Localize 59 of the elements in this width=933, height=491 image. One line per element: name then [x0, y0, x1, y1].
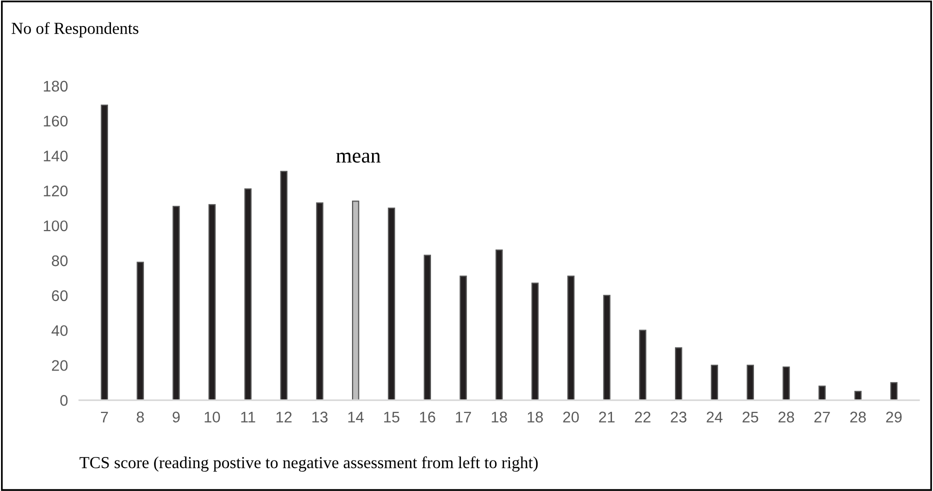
- bar: [674, 347, 682, 400]
- x-tick-label: 7: [100, 412, 108, 422]
- x-tick-label: 23: [670, 412, 686, 422]
- bar: [460, 276, 467, 400]
- x-axis-title: TCS score (reading postive to negative assessment from left to right): [80, 456, 538, 472]
- bar: [388, 208, 396, 400]
- x-tick-label: 12: [276, 412, 292, 422]
- x-tick-label: 27: [814, 412, 830, 422]
- bar: [244, 188, 252, 400]
- bar: [746, 364, 754, 400]
- bar: [316, 202, 324, 400]
- y-tick-label: 180: [44, 80, 68, 92]
- annotation: mean: [336, 152, 381, 163]
- bar: [172, 206, 180, 400]
- x-tick-label: 25: [742, 412, 758, 422]
- bar: [136, 262, 144, 400]
- x-tick-label: 8: [136, 412, 144, 422]
- y-tick-label: 120: [44, 186, 68, 196]
- bar: [818, 386, 826, 400]
- x-tick-label: 15: [384, 412, 400, 422]
- bar: [890, 382, 898, 400]
- y-tick-label: 140: [44, 150, 68, 162]
- y-tick-label: 100: [44, 220, 68, 232]
- x-tick-label: 28: [778, 412, 794, 422]
- x-tick-label: 22: [634, 412, 650, 422]
- x-tick-label: 14: [348, 412, 364, 422]
- bar: [782, 366, 790, 400]
- bar: [352, 200, 360, 400]
- y-tick-label: 40: [52, 325, 68, 336]
- x-tick-label: 16: [420, 412, 436, 422]
- x-tick-label: 18: [492, 412, 507, 422]
- x-tick-label: 21: [599, 412, 615, 422]
- x-tick-label: 9: [172, 412, 180, 422]
- y-tick-label: 160: [44, 116, 68, 127]
- x-tick-label: 20: [563, 412, 579, 422]
- y-tick-label: 0: [60, 395, 68, 406]
- bar: [424, 254, 431, 400]
- y-tick-label: 20: [52, 360, 68, 371]
- x-tick-label: 10: [204, 412, 220, 422]
- x-tick-label: 17: [456, 412, 471, 422]
- bar: [639, 330, 646, 400]
- bar: [100, 104, 108, 400]
- x-tick-label: 18: [528, 412, 543, 422]
- bar: [496, 249, 503, 400]
- y-tick-label: 60: [52, 290, 68, 302]
- y-tick-label: 80: [52, 255, 68, 266]
- x-tick-label: 24: [706, 412, 723, 422]
- bar: [854, 390, 862, 400]
- x-tick-label: 11: [241, 412, 256, 422]
- bar: [567, 276, 575, 400]
- x-tick-label: 13: [312, 412, 328, 422]
- bar: [531, 282, 539, 400]
- bar: [280, 170, 288, 400]
- bar: [208, 204, 216, 400]
- bar: [710, 364, 718, 400]
- bar: [603, 294, 610, 400]
- x-tick-label: 29: [886, 412, 902, 422]
- y-axis-title: No of Respondents: [12, 22, 138, 38]
- x-tick-label: 28: [850, 412, 866, 422]
